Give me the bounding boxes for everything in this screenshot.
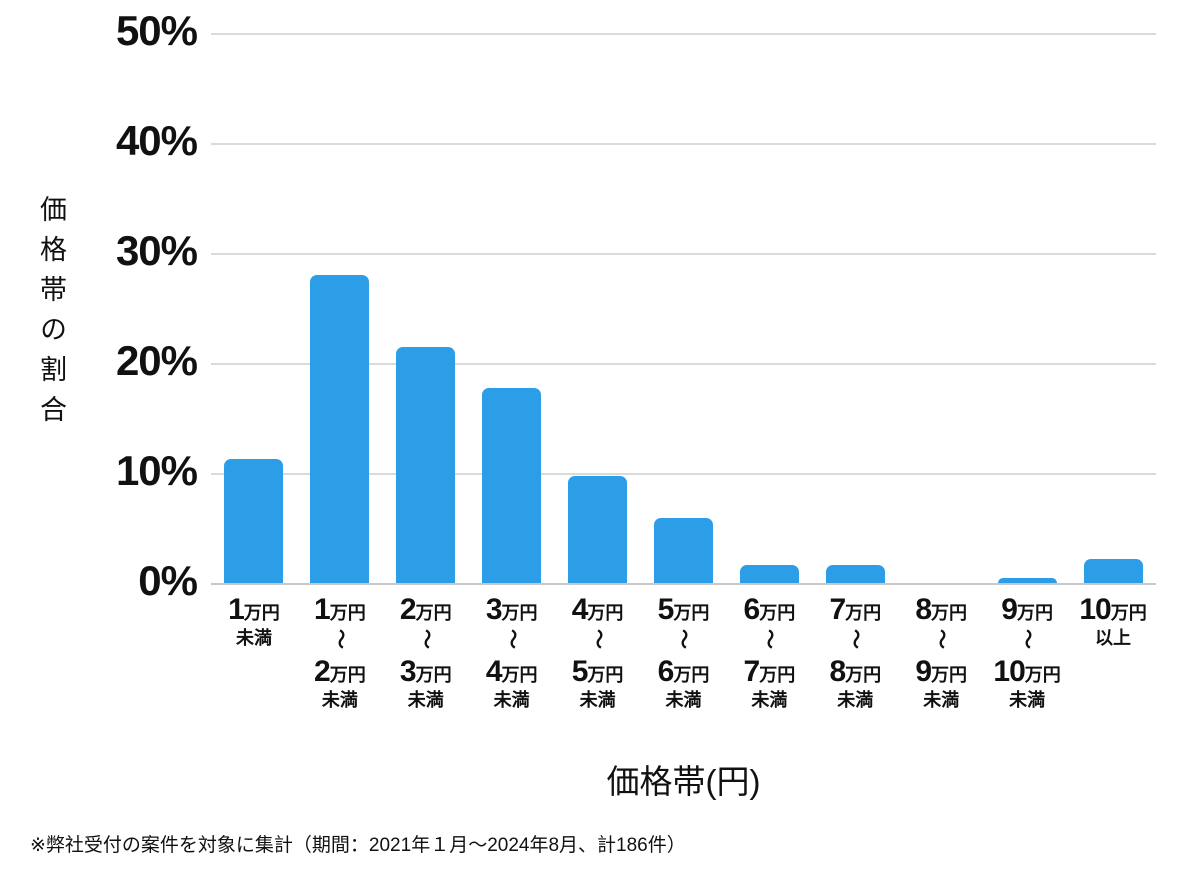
x-tick-label-line: 未満 xyxy=(321,690,358,710)
footnote: ※弊社受付の案件を対象に集計（期間：2021年１月～2024年8月、計186件） xyxy=(30,835,686,856)
x-tick-label-line: ～ xyxy=(586,629,609,649)
x-tick-label: 6万円 ～ 7万円 未満 xyxy=(726,593,812,710)
x-tick-label-line: 6万円 xyxy=(657,655,710,688)
x-tick-label-line: 未満 xyxy=(751,690,788,710)
y-tick-label: 50% xyxy=(115,7,198,55)
y-tick-label: 20% xyxy=(115,337,198,385)
bar-slot xyxy=(641,33,727,583)
x-tick-label: 4万円 ～ 5万円 未満 xyxy=(555,593,641,710)
bar-slot xyxy=(812,33,898,583)
x-tick-label-line: ～ xyxy=(758,629,781,649)
gridline xyxy=(211,143,1156,145)
gridline xyxy=(211,253,1156,255)
bar-slot xyxy=(297,33,383,583)
bar xyxy=(310,275,370,583)
x-tick-label-line: 9万円 xyxy=(1001,593,1053,626)
x-tick-label-line: 未満 xyxy=(579,690,616,710)
bar xyxy=(653,518,713,583)
y-tick-label: 0% xyxy=(138,557,198,605)
x-tick-label-line: 1万円 xyxy=(314,593,366,626)
x-tick-label-line: 7万円 xyxy=(829,593,882,626)
bar-slot xyxy=(211,33,297,583)
x-tick-label-line: ～ xyxy=(414,629,437,649)
x-tick-label-line: 8万円 xyxy=(829,655,882,688)
x-tick-label-line: 未満 xyxy=(1009,690,1046,710)
x-tick-label: 3万円 ～ 4万円 未満 xyxy=(469,593,555,710)
bar-slot xyxy=(984,33,1070,583)
x-tick-label-line: 4万円 xyxy=(485,655,538,688)
bar xyxy=(224,458,284,583)
x-tick-label-line: ～ xyxy=(1016,629,1039,649)
x-tick-label-line: 3万円 xyxy=(485,593,538,626)
bar-series xyxy=(211,33,1156,583)
bar-slot xyxy=(383,33,469,583)
x-tick-label-line: 未満 xyxy=(923,690,960,710)
y-axis-ticks: 50% 40% 30% 20% 10% 0% xyxy=(0,7,198,604)
x-tick-label-line: ～ xyxy=(500,629,523,649)
bar-slot xyxy=(898,33,984,583)
gridline xyxy=(211,583,1156,585)
bar xyxy=(825,565,885,583)
bar-slot xyxy=(1070,33,1156,583)
gridline xyxy=(211,473,1156,475)
bar xyxy=(739,565,799,583)
x-tick-label: 2万円 ～ 3万円 未満 xyxy=(383,593,469,710)
x-tick-label: 7万円 ～ 8万円 未満 xyxy=(812,593,898,710)
x-tick-label: 5万円 ～ 6万円 未満 xyxy=(641,593,727,710)
x-tick-label-line: 3万円 xyxy=(399,655,452,688)
x-axis-ticks: 1万円 未満 1万円～ 2万円 未満 2万円～ 3万円 未満 3万円～ 4万円 未満 4万円～ 5万円未… xyxy=(211,593,1156,710)
x-tick-label-line: 以上 xyxy=(1095,628,1132,648)
x-tick-label-line: ～ xyxy=(672,629,695,649)
x-tick-label: 1万円 未満 xyxy=(211,595,297,709)
x-tick-label-line: 7万円 xyxy=(743,655,796,688)
x-tick-label-line: 未満 xyxy=(837,690,874,710)
x-tick-label-line: 未満 xyxy=(493,690,530,710)
x-tick-label: 10万円 以上 xyxy=(1070,595,1156,709)
x-tick-label-line: 6万円 xyxy=(743,593,796,626)
x-tick-label: 1万円 ～ 2万円 未満 xyxy=(297,593,383,710)
x-tick-label-line: 8万円 xyxy=(915,593,968,626)
x-tick-label-line: ～ xyxy=(844,629,867,649)
x-tick-label-line: 2万円 xyxy=(314,655,366,688)
gridline xyxy=(211,363,1156,365)
bar xyxy=(997,577,1057,583)
x-tick-label-line: ～ xyxy=(930,629,953,649)
bar-slot xyxy=(469,33,555,583)
bar xyxy=(396,346,456,583)
bar xyxy=(568,476,628,583)
bar-slot xyxy=(726,33,812,583)
y-tick-label: 40% xyxy=(115,117,198,165)
y-tick-label: 30% xyxy=(115,227,198,275)
y-axis-title: 価格帯の割合 xyxy=(36,195,66,435)
x-tick-label-line: 1万円 xyxy=(228,593,280,626)
x-tick-label-line: ～ xyxy=(328,629,351,649)
bar xyxy=(482,388,542,583)
x-tick-label: 9万円 ～ 10万円 未満 xyxy=(984,593,1070,710)
x-axis-title: 価格帯(円) xyxy=(606,763,761,800)
x-tick-label-line: 9万円 xyxy=(915,655,968,688)
plot-area xyxy=(211,33,1156,585)
x-tick-label: 8万円 ～ 9万円 未満 xyxy=(898,593,984,710)
bar xyxy=(1083,558,1143,583)
x-tick-label-line: 10万円 xyxy=(1079,593,1147,626)
bar-slot xyxy=(555,33,641,583)
x-tick-label-line: 5万円 xyxy=(657,593,710,626)
x-tick-label-line: 未満 xyxy=(235,628,272,648)
x-tick-label-line: 未満 xyxy=(407,690,444,710)
x-tick-label-line: 5万円 xyxy=(571,655,624,688)
x-tick-label-line: 4万円 xyxy=(571,593,624,626)
x-tick-label-line: 未満 xyxy=(665,690,702,710)
x-tick-label-line: 2万円 xyxy=(399,593,452,626)
x-tick-label-line: 10万円 xyxy=(993,655,1061,688)
gridline xyxy=(211,33,1156,35)
y-tick-label: 10% xyxy=(115,447,198,495)
